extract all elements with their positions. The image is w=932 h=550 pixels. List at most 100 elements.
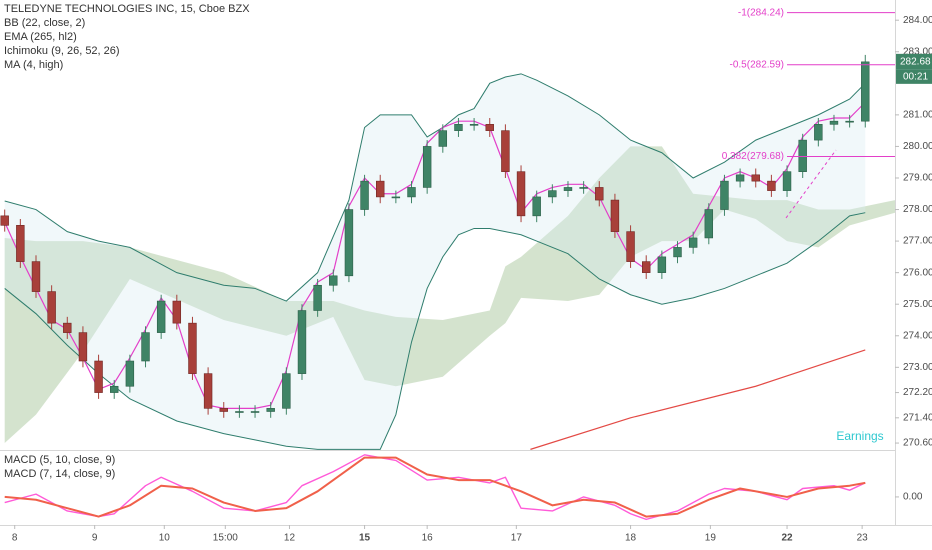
y-tick-label: 278.00 (903, 204, 932, 215)
candle-body (282, 373, 291, 409)
x-tick-label: 8 (12, 533, 18, 544)
candle-body (156, 300, 166, 333)
candle-body (172, 300, 182, 324)
candle-body (782, 171, 792, 191)
y-tick-label: 0.00 (903, 492, 923, 503)
candle-body (219, 408, 228, 412)
candle-body (469, 124, 479, 126)
band-fill (4, 146, 895, 444)
y-tick-label: 283.00 (903, 46, 932, 57)
price-pane (0, 54, 895, 450)
candle-body (767, 180, 776, 191)
x-tick-label: 12 (284, 533, 296, 544)
candle-body (673, 247, 682, 258)
candle-body (329, 275, 338, 286)
y-tick-label: 270.60 (903, 438, 932, 449)
candle-body (704, 209, 714, 239)
candle-body (407, 187, 416, 198)
candle-body (376, 180, 385, 198)
candle-body (595, 187, 604, 201)
legend-entry: MACD (7, 14, close, 9) (4, 468, 115, 480)
candle-body (501, 130, 510, 172)
candle-body (125, 360, 135, 387)
candle-body (0, 215, 9, 226)
x-tick-label: 16 (422, 533, 434, 544)
candle-body (78, 332, 88, 362)
countdown-label: 00:21 (903, 71, 928, 82)
y-tick-label: 280.00 (903, 141, 932, 152)
candle-body (454, 124, 463, 131)
band-upper (4, 73, 866, 302)
candle-body (391, 196, 401, 199)
event-label: Earnings (836, 429, 883, 443)
candle-body (297, 310, 307, 374)
macd-pane (4, 454, 866, 521)
macd-line (4, 456, 866, 518)
x-tick-label: 10 (159, 533, 171, 544)
candle-body (861, 61, 870, 122)
chart-title: TELEDYNE TECHNOLOGIES INC, 15, Cboe BZX (4, 3, 250, 15)
candle-body (688, 237, 698, 248)
y-tick-label: 271.40 (903, 412, 932, 423)
x-tick-label: 18 (625, 533, 637, 544)
candle-body (313, 284, 322, 311)
last-price-label: 282.68 (900, 56, 931, 67)
legend-entry: MA (4, high) (4, 59, 63, 71)
x-tick-label: 23 (857, 533, 869, 544)
y-tick-label: 276.00 (903, 267, 932, 278)
last-price-box (896, 53, 932, 70)
x-tick-label: 9 (92, 533, 98, 544)
trend-line (785, 149, 837, 219)
legend-entry: MACD (5, 10, close, 9) (4, 454, 115, 466)
y-tick-label: 284.00 (903, 15, 932, 26)
axes (0, 0, 932, 526)
candle-body (31, 261, 41, 292)
candle-body (266, 408, 275, 412)
candle-body (438, 130, 448, 147)
candle-body (94, 360, 103, 393)
candle-body (63, 322, 72, 333)
candle-body (47, 291, 56, 324)
countdown-box (896, 69, 932, 84)
band-lower (4, 212, 866, 450)
candle-body (235, 411, 244, 413)
candle-body (751, 174, 760, 182)
candle-body (188, 322, 197, 374)
candle-body (110, 385, 119, 393)
candle-body (579, 187, 588, 189)
candle-body (141, 332, 150, 362)
y-tick-label: 272.20 (903, 387, 932, 398)
candle-body (610, 199, 620, 232)
fib-label: 0.382(279.68) (722, 151, 784, 162)
candle-body (203, 373, 213, 409)
fib-label: -0.5(282.59) (730, 59, 784, 70)
candle-body (250, 411, 260, 413)
candle-body (422, 146, 432, 188)
candle-body (563, 187, 573, 191)
y-tick-label: 277.00 (903, 236, 932, 247)
fib-label: -1(284.24) (738, 7, 784, 18)
candle-body (516, 171, 526, 217)
y-tick-label: 273.00 (903, 362, 932, 373)
candle-body (814, 124, 823, 141)
y-tick-label: 279.00 (903, 173, 932, 184)
candle-body (485, 124, 494, 131)
legend-entry: Ichimoku (9, 26, 52, 26) (4, 45, 120, 57)
candle-body (642, 261, 651, 273)
candle-body (548, 190, 557, 198)
legend: TELEDYNE TECHNOLOGIES INC, 15, Cboe BZX … (4, 3, 250, 480)
x-tick-label: 15 (359, 533, 371, 544)
x-tick-label: 15:00 (213, 533, 238, 544)
y-tick-label: 275.00 (903, 299, 932, 310)
candle-body (16, 225, 25, 262)
candle-body (798, 139, 807, 172)
y-tick-label: 281.00 (903, 110, 932, 121)
x-tick-label: 17 (511, 533, 523, 544)
x-tick-label: 19 (705, 533, 717, 544)
candle-body (626, 231, 635, 262)
legend-entry: EMA (265, hl2) (4, 31, 77, 43)
candle-body (845, 120, 854, 123)
candle-body (829, 120, 839, 125)
